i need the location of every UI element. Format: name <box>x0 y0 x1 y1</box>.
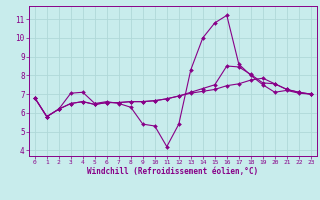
X-axis label: Windchill (Refroidissement éolien,°C): Windchill (Refroidissement éolien,°C) <box>87 167 258 176</box>
